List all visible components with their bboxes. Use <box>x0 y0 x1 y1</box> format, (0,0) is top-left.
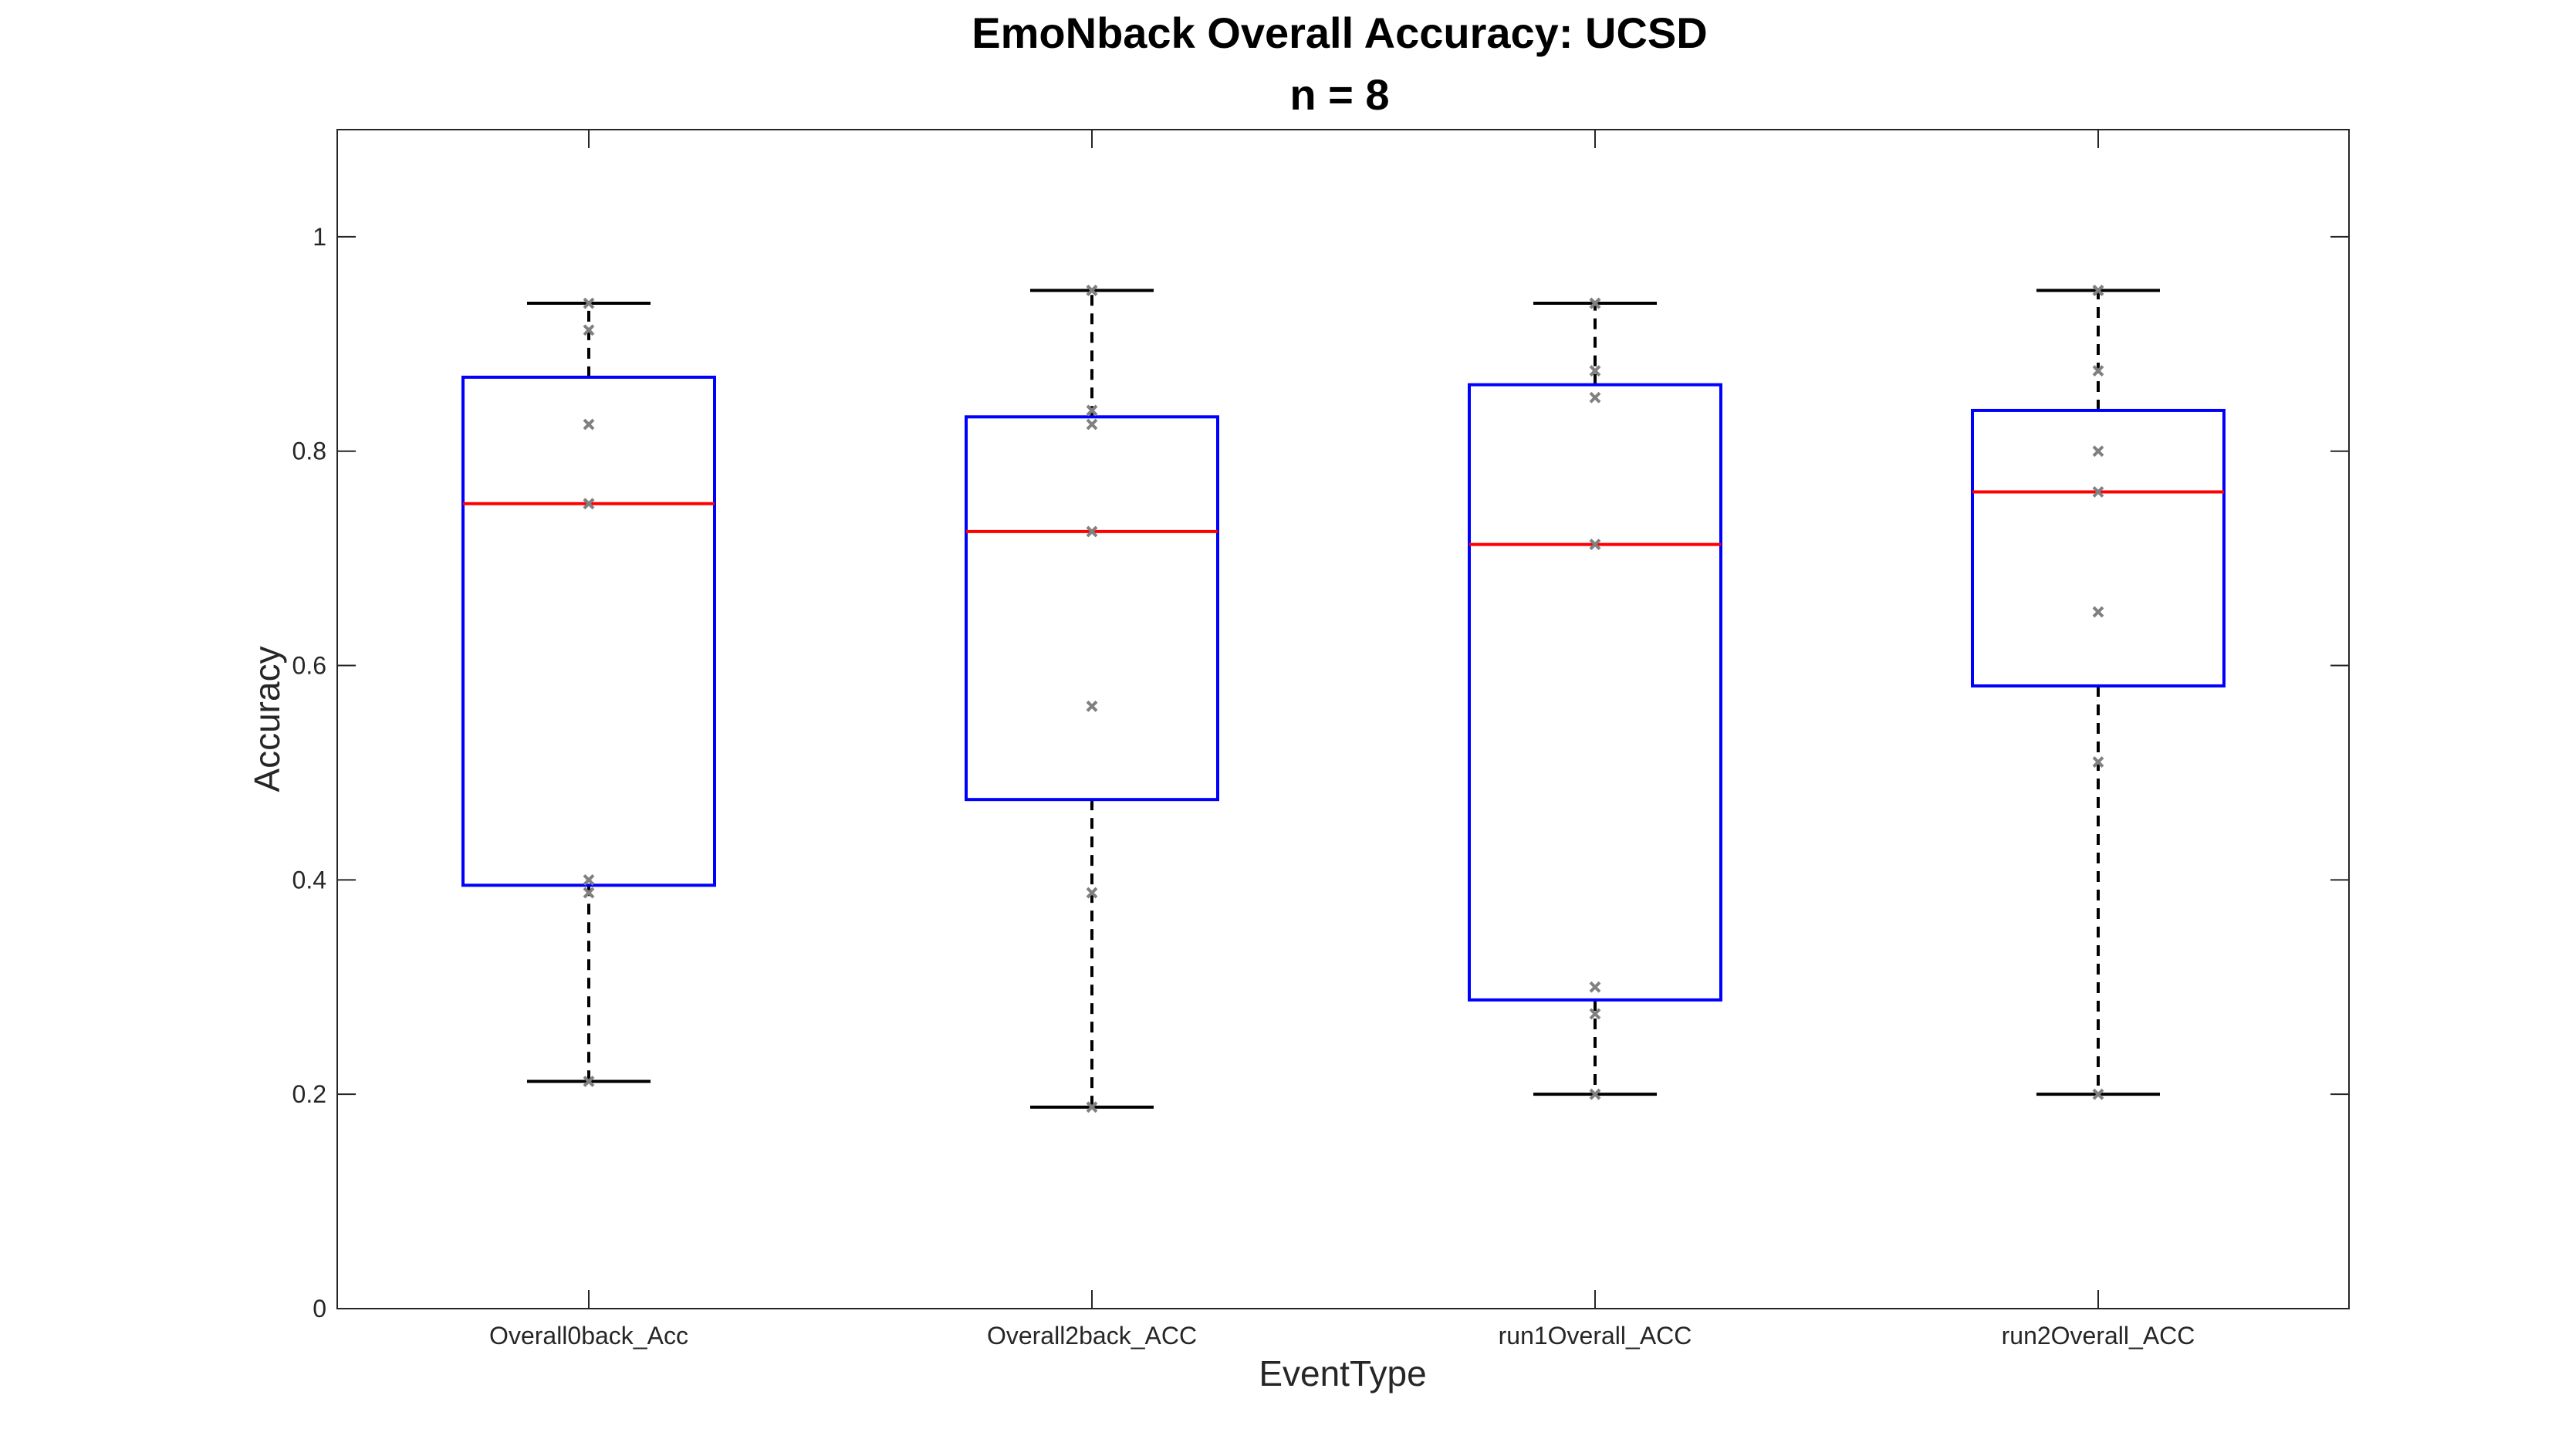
x-axis-label: EventType <box>1259 1353 1426 1394</box>
data-point <box>583 873 595 886</box>
x-tick-label: run1Overall_ACC <box>1499 1322 1692 1350</box>
data-point <box>1589 1008 1601 1020</box>
data-point <box>1086 404 1098 417</box>
data-point <box>2092 284 2104 296</box>
y-tick-label: 0.2 <box>292 1080 326 1108</box>
x-tick-label: Overall2back_ACC <box>987 1322 1197 1350</box>
data-point <box>1086 700 1098 712</box>
data-point <box>2092 445 2104 458</box>
data-point <box>583 887 595 899</box>
data-point <box>2092 365 2104 377</box>
iqr-box <box>965 415 1219 802</box>
data-point <box>1086 525 1098 538</box>
y-axis: 0 0.2 0.4 0.6 0.8 1 <box>292 223 2349 1323</box>
iqr-box <box>1971 408 2226 687</box>
data-point <box>2092 606 2104 618</box>
boxes-layer <box>461 284 2226 1113</box>
data-point <box>1589 539 1601 550</box>
data-point <box>1589 981 1601 993</box>
box-group <box>461 297 716 1087</box>
data-point <box>1086 887 1098 899</box>
data-point <box>2092 1088 2104 1100</box>
plot-area <box>336 129 2350 1309</box>
box-group <box>1468 297 1722 1100</box>
data-point <box>1589 297 1601 309</box>
y-axis-label: Accuracy <box>247 646 287 792</box>
x-axis: Overall0back_Acc Overall2back_ACC run1Over… <box>489 130 2195 1350</box>
data-point <box>583 297 595 309</box>
y-tick-label: 0.8 <box>292 437 326 465</box>
data-point <box>1086 1101 1098 1113</box>
data-point <box>1086 284 1098 296</box>
iqr-box <box>1468 383 1722 1002</box>
y-tick-label: 0.4 <box>292 866 326 894</box>
iqr-box <box>461 375 716 887</box>
data-point <box>1589 365 1601 377</box>
data-point <box>1086 418 1098 431</box>
data-point <box>2092 486 2104 498</box>
data-point <box>583 1076 595 1087</box>
data-point <box>1589 1088 1601 1100</box>
chart-title: EmoNback Overall Accuracy: UCSD <box>972 8 1707 57</box>
y-tick-label: 1 <box>313 223 326 251</box>
chart-subtitle: n = 8 <box>1289 70 1389 119</box>
x-tick-label: Overall0back_Acc <box>489 1322 688 1350</box>
data-point <box>583 324 595 336</box>
y-tick-label: 0.6 <box>292 652 326 680</box>
box-group <box>1971 284 2226 1100</box>
data-point <box>2092 756 2104 768</box>
x-tick-label: run2Overall_ACC <box>2002 1322 2195 1350</box>
y-tick-label: 0 <box>313 1295 326 1323</box>
data-point <box>583 498 595 510</box>
box-group <box>965 284 1219 1113</box>
data-point <box>1589 391 1601 404</box>
data-point <box>583 418 595 431</box>
